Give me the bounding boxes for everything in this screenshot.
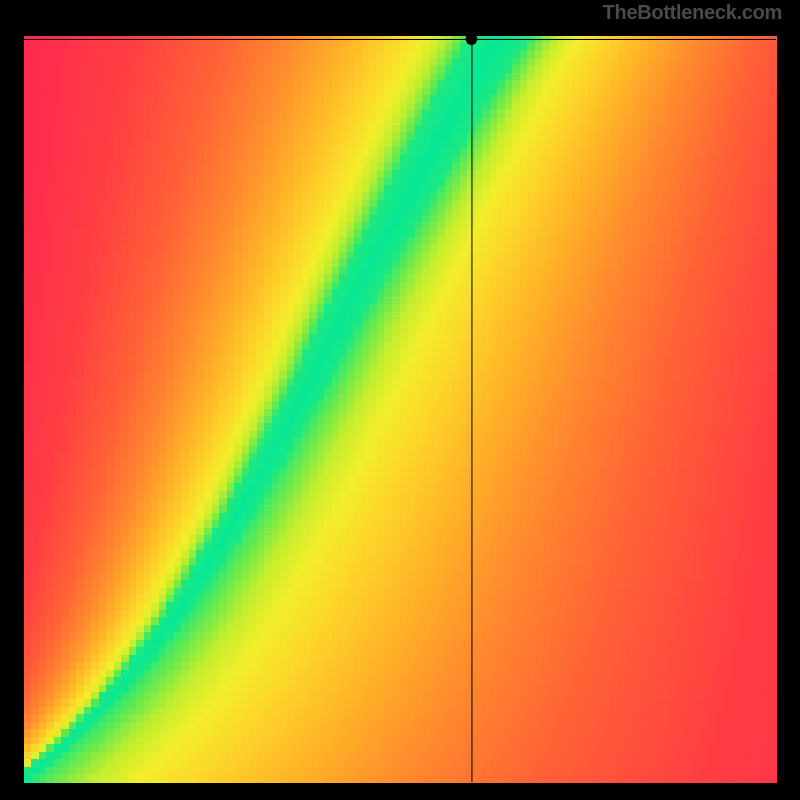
heatmap-canvas bbox=[10, 28, 790, 790]
plot-area bbox=[10, 28, 790, 790]
watermark-text: TheBottleneck.com bbox=[603, 2, 782, 25]
chart-container: TheBottleneck.com bbox=[0, 0, 800, 800]
